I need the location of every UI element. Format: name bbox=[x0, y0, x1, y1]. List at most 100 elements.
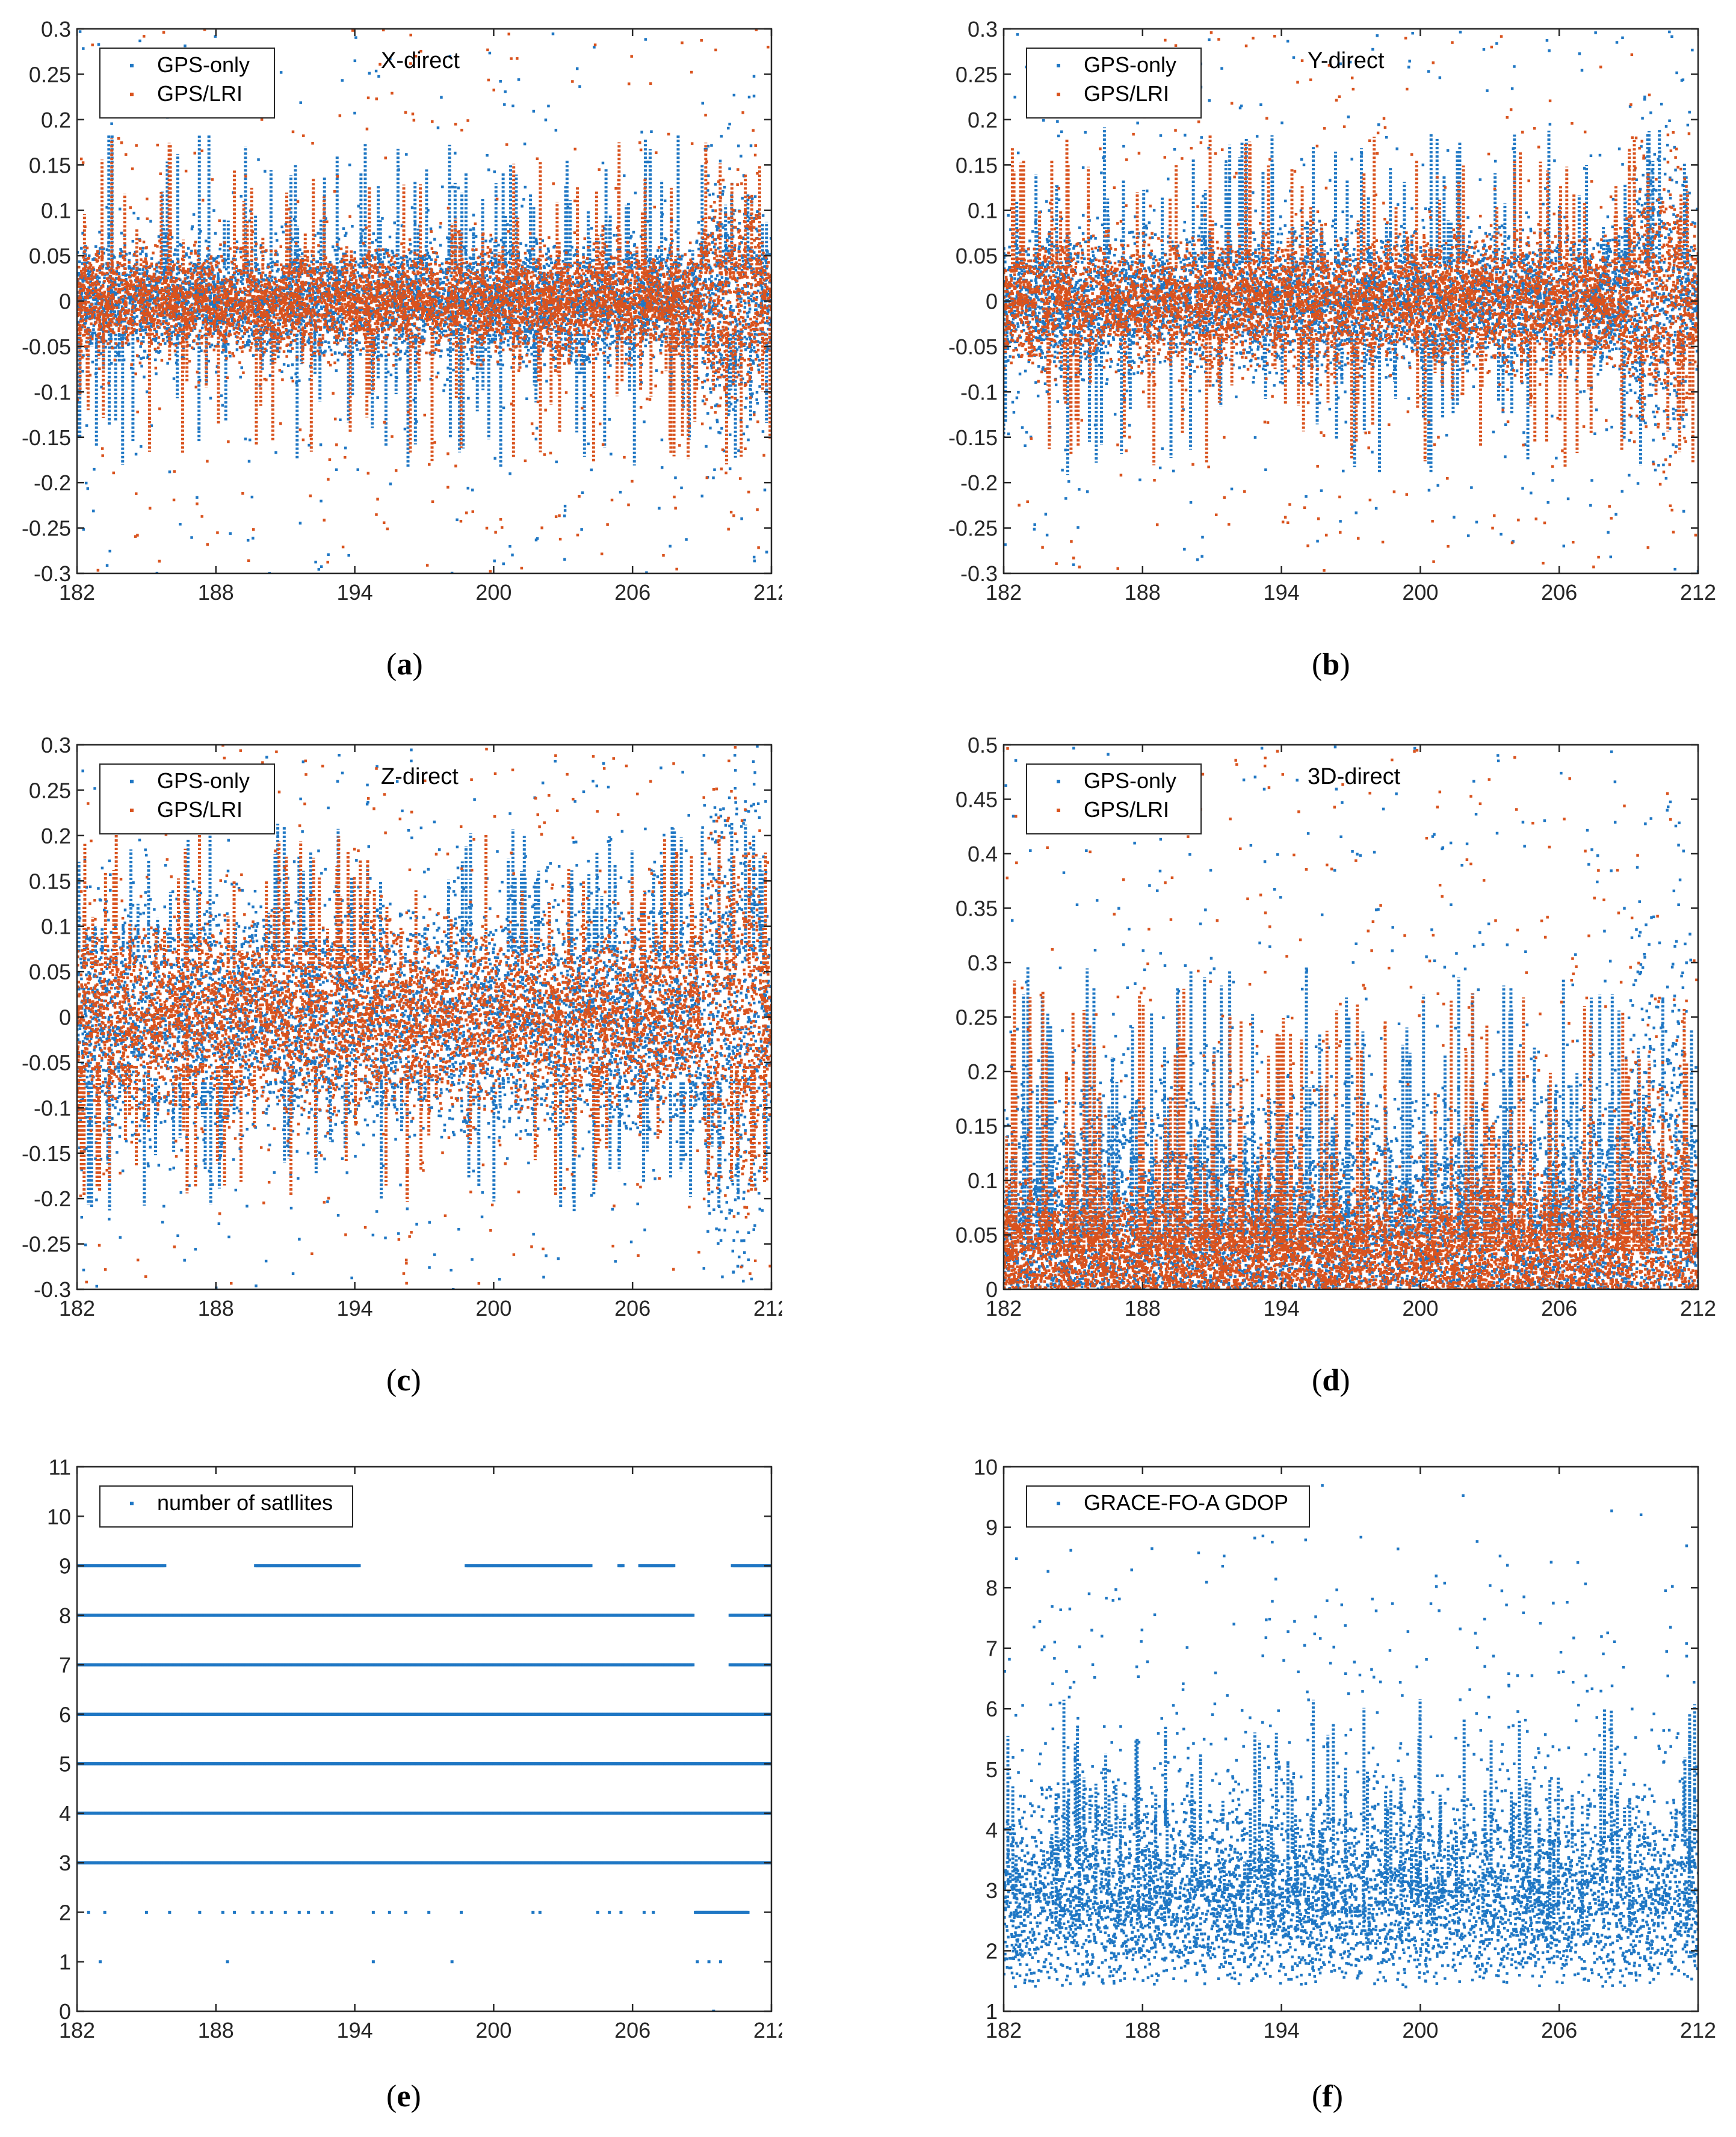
point bbox=[185, 252, 188, 255]
point bbox=[92, 328, 95, 331]
point bbox=[338, 351, 341, 354]
point bbox=[409, 243, 412, 246]
point bbox=[655, 255, 658, 258]
point bbox=[327, 341, 330, 344]
point bbox=[709, 391, 712, 394]
point bbox=[563, 514, 566, 517]
point bbox=[217, 272, 220, 275]
point bbox=[535, 438, 538, 441]
point bbox=[741, 197, 744, 200]
point bbox=[693, 272, 696, 275]
point bbox=[729, 433, 732, 436]
point bbox=[546, 263, 549, 266]
point bbox=[609, 354, 612, 357]
point bbox=[429, 241, 432, 244]
point bbox=[708, 312, 711, 315]
point bbox=[176, 273, 179, 276]
point bbox=[594, 282, 597, 285]
point bbox=[720, 135, 723, 138]
point bbox=[599, 348, 602, 351]
point bbox=[510, 331, 513, 335]
point bbox=[88, 273, 91, 276]
point bbox=[527, 349, 530, 352]
point bbox=[190, 250, 193, 253]
point bbox=[214, 232, 217, 235]
point bbox=[205, 314, 208, 317]
point bbox=[491, 316, 494, 319]
point bbox=[328, 346, 331, 349]
point bbox=[239, 376, 242, 379]
point bbox=[494, 335, 497, 338]
point bbox=[218, 248, 221, 251]
point bbox=[660, 344, 663, 347]
point bbox=[752, 360, 755, 363]
point bbox=[393, 328, 396, 331]
point bbox=[392, 342, 395, 345]
point bbox=[132, 240, 135, 243]
point bbox=[467, 487, 470, 490]
point bbox=[754, 195, 757, 198]
point bbox=[729, 467, 732, 470]
point bbox=[318, 568, 321, 571]
point bbox=[362, 347, 365, 350]
point bbox=[755, 398, 758, 401]
point bbox=[173, 253, 176, 256]
point bbox=[287, 277, 290, 280]
point bbox=[563, 558, 566, 561]
point bbox=[699, 278, 702, 281]
point bbox=[381, 217, 384, 220]
point bbox=[528, 337, 531, 340]
point bbox=[702, 102, 705, 105]
point bbox=[103, 277, 106, 280]
point bbox=[591, 259, 594, 262]
point bbox=[406, 264, 409, 267]
point bbox=[753, 346, 756, 349]
point bbox=[422, 320, 425, 323]
point bbox=[212, 209, 215, 212]
point bbox=[229, 355, 232, 358]
point bbox=[659, 349, 662, 352]
point bbox=[629, 266, 632, 269]
point bbox=[276, 260, 279, 263]
point bbox=[342, 322, 345, 325]
point bbox=[452, 348, 455, 351]
point bbox=[248, 460, 251, 463]
point bbox=[215, 256, 218, 259]
point bbox=[274, 232, 277, 235]
point bbox=[630, 235, 633, 238]
point bbox=[404, 353, 407, 356]
point bbox=[536, 284, 539, 287]
point bbox=[504, 90, 507, 93]
point bbox=[587, 443, 590, 446]
chart-a: 182188194200206212-0.3-0.25-0.2-0.15-0.1… bbox=[0, 0, 782, 608]
point bbox=[497, 244, 500, 247]
point bbox=[547, 247, 550, 250]
point bbox=[753, 556, 756, 559]
point bbox=[712, 251, 715, 254]
point bbox=[740, 517, 743, 520]
point bbox=[623, 174, 626, 177]
point bbox=[452, 369, 455, 372]
point bbox=[190, 536, 193, 539]
point bbox=[693, 286, 696, 289]
point bbox=[309, 267, 312, 270]
point bbox=[332, 245, 335, 248]
point bbox=[221, 345, 224, 348]
point bbox=[681, 254, 684, 257]
point bbox=[240, 366, 243, 369]
point bbox=[707, 174, 710, 177]
point bbox=[650, 131, 653, 134]
point bbox=[502, 407, 505, 410]
point bbox=[457, 187, 460, 190]
point bbox=[747, 323, 750, 326]
point bbox=[282, 231, 285, 234]
point bbox=[762, 214, 765, 217]
point bbox=[744, 306, 747, 309]
point bbox=[581, 286, 584, 289]
point bbox=[344, 234, 347, 237]
point bbox=[640, 131, 643, 134]
point bbox=[236, 241, 239, 244]
point bbox=[545, 119, 548, 122]
point bbox=[727, 250, 730, 253]
point bbox=[190, 267, 193, 270]
